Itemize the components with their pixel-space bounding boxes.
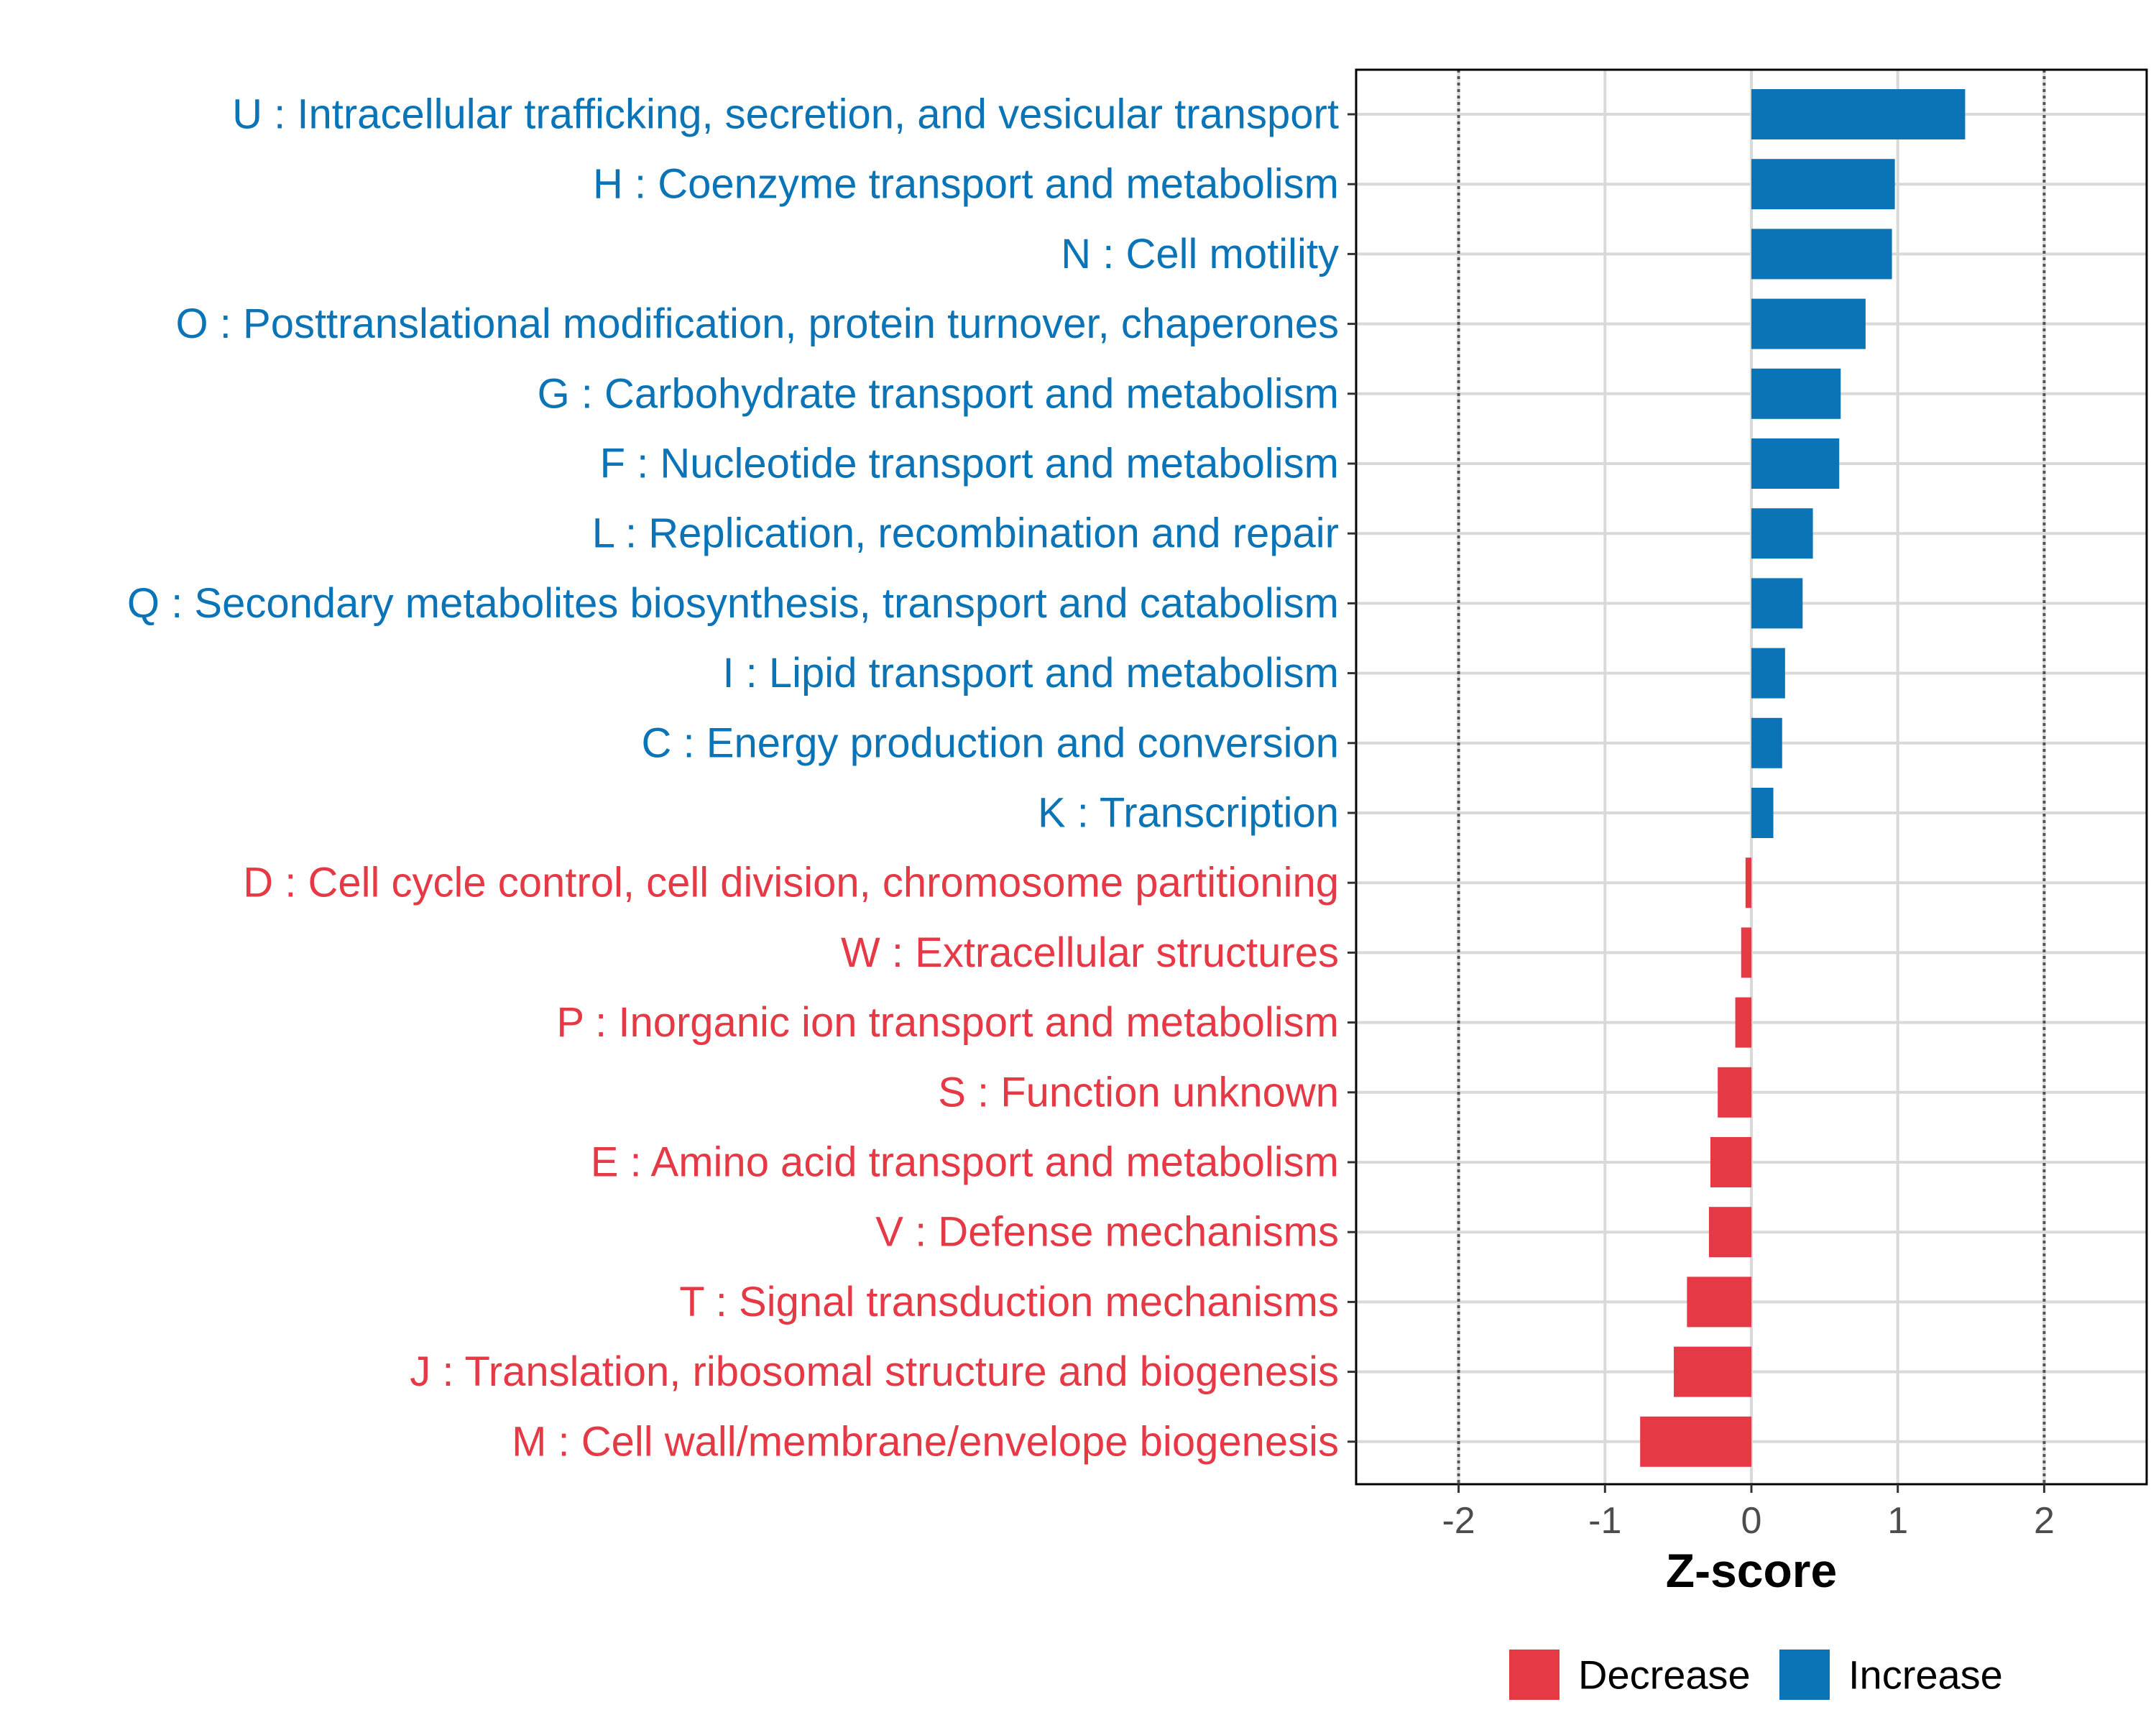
x-tick-label-0: -2 [1442,1500,1475,1542]
category-label-14: S : Function unknown [938,1069,1339,1116]
bar-12 [1741,927,1751,978]
category-label-13: P : Inorganic ion transport and metaboli… [556,999,1339,1046]
legend-label-increase: Increase [1848,1652,2003,1698]
category-label-10: K : Transcription [1038,790,1339,837]
category-label-15: E : Amino acid transport and metabolism [591,1139,1339,1186]
category-label-11: D : Cell cycle control, cell division, c… [243,860,1339,906]
reference-lines [1457,70,2046,1484]
bar-16 [1708,1207,1751,1258]
bar-13 [1735,997,1751,1048]
x-tick-label-2: 0 [1741,1500,1762,1542]
x-axis-ticks: -2 -1 0 1 2 [1442,1484,2055,1542]
category-label-8: I : Lipid transport and metabolism [722,650,1339,696]
y-axis-category-labels: U : Intracellular trafficking, secretion… [127,91,1339,1466]
bar-9 [1751,717,1782,768]
bar-2 [1751,229,1892,280]
legend: Decrease Increase [1509,1650,2003,1700]
bars [1640,89,1966,1467]
bar-19 [1640,1416,1751,1467]
x-tick-label-4: 2 [2034,1500,2055,1542]
bar-6 [1751,508,1813,559]
category-label-4: G : Carbohydrate transport and metabolis… [538,370,1339,417]
x-tick-label-3: 1 [1887,1500,1908,1542]
category-label-5: F : Nucleotide transport and metabolism [600,441,1339,487]
category-label-0: U : Intracellular trafficking, secretion… [232,91,1339,138]
legend-swatch-increase [1779,1650,1830,1700]
category-label-3: O : Posttranslational modification, prot… [176,300,1339,347]
bar-18 [1674,1346,1751,1397]
bar-7 [1751,578,1803,629]
category-label-17: T : Signal transduction mechanisms [679,1279,1339,1325]
bar-1 [1751,159,1895,210]
category-label-12: W : Extracellular structures [841,929,1339,976]
x-tick-label-1: -1 [1588,1500,1621,1542]
category-label-18: J : Translation, ribosomal structure and… [410,1348,1339,1395]
legend-swatch-decrease [1509,1650,1560,1700]
category-label-1: H : Coenzyme transport and metabolism [593,161,1339,208]
bar-3 [1751,298,1866,349]
y-axis-ticks [1348,113,1356,1443]
bar-0 [1751,89,1966,139]
grid-lines [1356,70,2147,1484]
category-label-16: V : Defense mechanisms [875,1209,1339,1256]
category-label-19: M : Cell wall/membrane/envelope biogenes… [512,1418,1339,1465]
bar-11 [1745,857,1751,908]
bar-17 [1687,1276,1751,1328]
bar-5 [1751,438,1840,489]
category-label-6: L : Replication, recombination and repai… [592,510,1339,557]
category-label-7: Q : Secondary metabolites biosynthesis, … [127,580,1339,627]
category-label-9: C : Energy production and conversion [642,719,1339,766]
bar-8 [1751,648,1785,699]
bar-10 [1751,788,1774,838]
bar-15 [1710,1137,1751,1187]
category-label-2: N : Cell motility [1061,231,1339,277]
bar-4 [1751,368,1841,419]
legend-label-decrease: Decrease [1578,1652,1751,1698]
bar-14 [1718,1067,1751,1118]
x-axis-title: Z-score [1666,1544,1837,1597]
